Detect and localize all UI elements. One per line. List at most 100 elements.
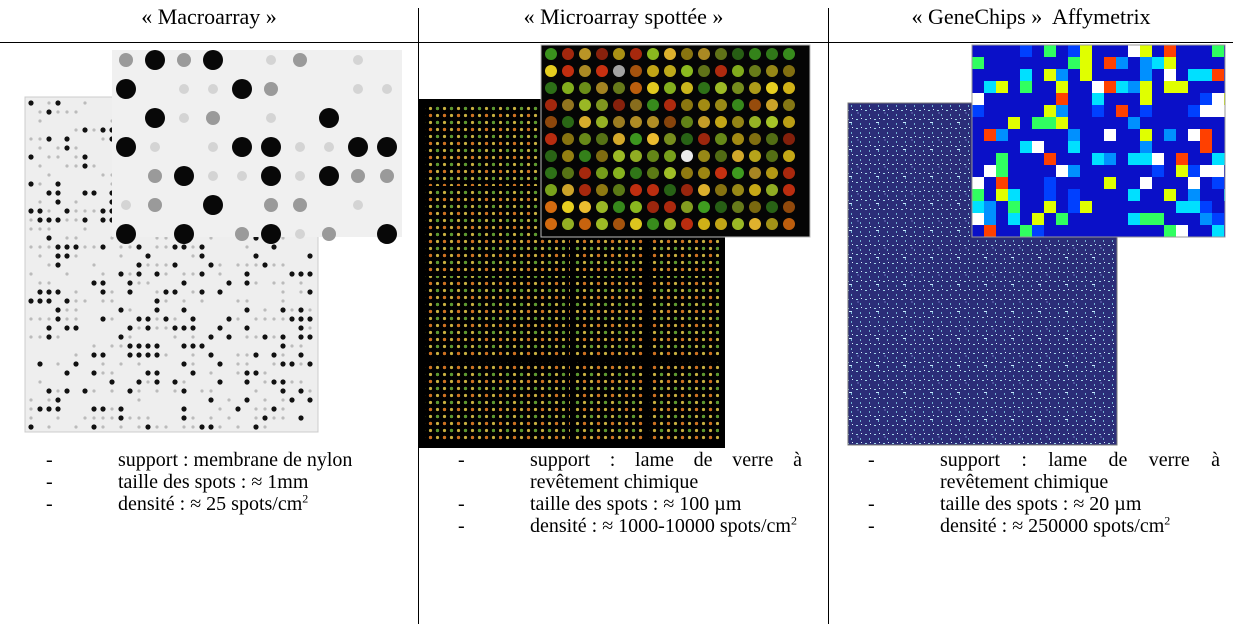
spot	[236, 425, 240, 429]
spot	[118, 307, 124, 313]
spot	[92, 263, 96, 267]
cell	[972, 93, 984, 105]
spot	[298, 388, 304, 394]
spot	[92, 128, 96, 132]
spot	[100, 316, 106, 322]
spot	[236, 362, 240, 366]
spot	[100, 127, 106, 133]
spot	[749, 133, 761, 145]
spot	[217, 379, 223, 385]
spot	[236, 317, 240, 321]
spot	[145, 370, 151, 376]
spot	[154, 352, 160, 358]
spot	[146, 416, 150, 420]
spot	[562, 184, 574, 196]
spot	[137, 389, 141, 393]
spot	[38, 110, 42, 114]
spot	[293, 53, 307, 67]
spot	[145, 343, 151, 349]
cell	[1104, 165, 1116, 177]
spot	[253, 253, 259, 259]
spot	[46, 406, 52, 412]
cell	[1044, 57, 1056, 69]
superscript: 2	[302, 491, 309, 506]
cell	[972, 225, 984, 237]
spot	[681, 184, 693, 196]
spot	[109, 379, 115, 385]
spot	[749, 167, 761, 179]
spot	[181, 406, 187, 412]
feature-text: densité : ≈ 25 spots/cm	[118, 493, 303, 515]
spot	[146, 263, 150, 267]
cell	[1116, 57, 1128, 69]
spot	[136, 271, 142, 277]
spot	[172, 244, 178, 250]
spot	[245, 362, 249, 366]
spot	[128, 272, 132, 276]
spot	[136, 343, 142, 349]
spot	[783, 167, 795, 179]
cell	[1128, 189, 1140, 201]
spot	[164, 263, 168, 267]
spot	[698, 184, 710, 196]
spot	[281, 263, 285, 267]
spot	[128, 335, 132, 339]
spot	[263, 317, 267, 321]
spot	[613, 184, 625, 196]
spot	[218, 263, 222, 267]
spot	[766, 201, 778, 213]
cell	[1212, 129, 1224, 141]
spot	[272, 317, 276, 321]
spot	[37, 298, 43, 304]
spot	[281, 398, 285, 402]
spot	[74, 353, 78, 357]
cell	[1008, 81, 1020, 93]
cell	[1140, 105, 1152, 117]
spot	[92, 344, 96, 348]
spot	[715, 167, 727, 179]
cell	[972, 213, 984, 225]
spot	[307, 289, 313, 295]
spot	[154, 307, 160, 313]
spot	[137, 362, 141, 366]
spot	[630, 150, 642, 162]
cell	[1176, 165, 1188, 177]
spot	[73, 325, 79, 331]
spot	[281, 236, 285, 240]
spot	[190, 316, 196, 322]
spot	[377, 224, 397, 244]
spot	[209, 371, 213, 375]
spot	[29, 227, 33, 231]
cell	[1116, 165, 1128, 177]
spot	[172, 289, 178, 295]
spot	[101, 371, 105, 375]
spot	[647, 167, 659, 179]
spot	[181, 307, 187, 313]
spot	[664, 133, 676, 145]
cell	[1176, 81, 1188, 93]
spot	[37, 289, 43, 295]
spot	[101, 416, 105, 420]
spot	[29, 317, 33, 321]
spot	[91, 406, 97, 412]
spot	[46, 325, 52, 331]
spot	[74, 218, 78, 222]
cell	[1200, 93, 1212, 105]
spot	[74, 128, 78, 132]
spot	[137, 398, 141, 402]
spot	[65, 272, 69, 276]
spot	[596, 116, 608, 128]
spot	[65, 164, 69, 168]
cell	[984, 165, 996, 177]
cell	[1080, 81, 1092, 93]
cell	[1140, 93, 1152, 105]
cell	[1200, 201, 1212, 213]
spot	[55, 262, 61, 268]
cell	[984, 57, 996, 69]
spot	[29, 272, 33, 276]
spot	[145, 316, 151, 322]
spot	[298, 352, 304, 358]
cell	[1140, 153, 1152, 165]
cell	[1128, 117, 1140, 129]
